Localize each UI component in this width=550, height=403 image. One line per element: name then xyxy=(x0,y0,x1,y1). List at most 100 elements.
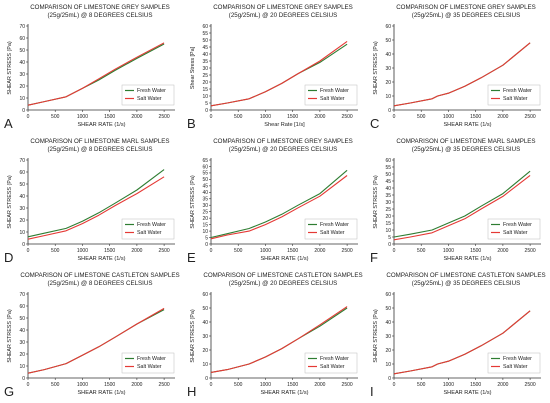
chart-title: COMPARISON OF LIMESTONE GREY SAMPLES xyxy=(30,4,170,11)
y-tick-label: 0 xyxy=(388,376,391,382)
x-tick-label: 1500 xyxy=(104,114,115,120)
series-line-fresh-water xyxy=(393,170,531,238)
x-tick-label: 2500 xyxy=(159,248,170,254)
chart-panel-b: COMPARISON OF LIMESTONE GREY SAMPLES(25g… xyxy=(187,4,358,131)
y-axis-label: SHEAR STRESS (Pa) xyxy=(7,175,13,229)
y-tick-label: 20 xyxy=(19,218,25,224)
x-tick-label: 1500 xyxy=(470,382,481,388)
y-tick-label: 60 xyxy=(385,158,391,164)
series-line-salt-water xyxy=(393,310,531,375)
y-axis-label: SHEAR STRESS (Pa) xyxy=(373,41,379,95)
y-tick-label: 10 xyxy=(19,96,25,102)
legend-box xyxy=(304,352,358,374)
y-tick-label: 45 xyxy=(202,184,208,190)
x-tick-label: 2000 xyxy=(131,248,142,254)
y-tick-label: 40 xyxy=(19,194,25,200)
x-tick-label: 1000 xyxy=(443,382,454,388)
y-tick-label: 55 xyxy=(202,31,208,37)
y-tick-label: 60 xyxy=(385,292,391,298)
x-tick-label: 500 xyxy=(51,248,60,254)
x-tick-label: 1000 xyxy=(260,248,271,254)
chart-title: COMPARISON OF LIMESTONE MARL SAMPLES xyxy=(396,138,535,145)
x-axis-label: SHEAR RATE (1/s) xyxy=(77,390,125,396)
series-line-salt-water xyxy=(210,40,348,107)
y-tick-label: 35 xyxy=(385,193,391,199)
x-tick-label: 2500 xyxy=(342,382,353,388)
x-tick-label: 2500 xyxy=(525,248,536,254)
y-tick-label: 55 xyxy=(385,165,391,171)
y-tick-label: 0 xyxy=(22,376,25,382)
chart-title: COMPARISON OF LIMESTONE GREY SAMPLES xyxy=(213,138,353,145)
x-tick-label: 500 xyxy=(234,382,243,388)
x-tick-label: 500 xyxy=(417,114,426,120)
y-tick-label: 10 xyxy=(202,229,208,235)
legend-box xyxy=(487,84,541,106)
legend-label: Salt Water xyxy=(320,364,345,370)
y-tick-label: 30 xyxy=(202,334,208,340)
legend-box xyxy=(121,84,175,106)
series-line-fresh-water xyxy=(210,169,348,239)
y-tick-label: 20 xyxy=(19,352,25,358)
y-tick-label: 20 xyxy=(202,80,208,86)
y-tick-label: 15 xyxy=(202,87,208,93)
legend-label: Fresh Water xyxy=(503,356,532,362)
legend-box xyxy=(121,352,175,374)
x-tick-label: 2500 xyxy=(525,382,536,388)
legend-box xyxy=(304,84,358,106)
y-axis-label: Shear Stress [Pa] xyxy=(190,46,196,89)
y-tick-label: 5 xyxy=(205,101,208,107)
panel-label: F xyxy=(370,250,378,265)
y-tick-label: 0 xyxy=(22,242,25,248)
x-tick-label: 0 xyxy=(393,382,396,388)
y-tick-label: 0 xyxy=(388,242,391,248)
y-tick-label: 20 xyxy=(19,84,25,90)
y-tick-label: 30 xyxy=(385,66,391,72)
y-tick-label: 70 xyxy=(19,24,25,30)
x-tick-label: 1500 xyxy=(287,248,298,254)
x-tick-label: 1500 xyxy=(470,248,481,254)
legend-box xyxy=(304,218,358,240)
x-tick-label: 2000 xyxy=(314,382,325,388)
chart-panel-d: COMPARISON OF LIMESTONE MARL SAMPLES(25g… xyxy=(4,138,175,265)
y-tick-label: 10 xyxy=(202,362,208,368)
y-tick-label: 55 xyxy=(202,171,208,177)
x-tick-label: 0 xyxy=(27,248,30,254)
series-line-salt-water xyxy=(27,176,165,240)
y-tick-label: 45 xyxy=(385,179,391,185)
y-tick-label: 30 xyxy=(202,203,208,209)
chart-title: COMPARISON OF LIMESTONE CASTLETON SAMPLE… xyxy=(203,272,362,279)
series-line-salt-water xyxy=(27,42,165,106)
y-tick-label: 0 xyxy=(388,108,391,114)
x-tick-label: 2500 xyxy=(159,114,170,120)
y-tick-label: 15 xyxy=(385,221,391,227)
x-axis-label: SHEAR RATE (1/s) xyxy=(443,122,491,128)
chart-subtitle: (25g/25mL) @ 20 DEGREES CELSIUS xyxy=(229,280,337,287)
x-tick-label: 500 xyxy=(234,248,243,254)
x-axis-label: SHEAR RATE (1/s) xyxy=(260,390,308,396)
series-line-salt-water xyxy=(210,306,348,373)
x-axis-label: Shear Rate [1/s] xyxy=(264,122,305,128)
y-tick-label: 65 xyxy=(202,158,208,164)
chart-subtitle: (25g/25mL) @ 35 DEGREES CELSIUS xyxy=(412,12,520,19)
series-line-salt-water xyxy=(393,42,531,107)
x-tick-label: 1000 xyxy=(443,248,454,254)
legend-box xyxy=(487,218,541,240)
legend-label: Fresh Water xyxy=(137,356,166,362)
legend-label: Fresh Water xyxy=(320,222,349,228)
y-tick-label: 30 xyxy=(19,206,25,212)
x-tick-label: 2500 xyxy=(525,114,536,120)
series-line-salt-water xyxy=(27,307,165,374)
y-tick-label: 10 xyxy=(19,230,25,236)
x-tick-label: 1000 xyxy=(260,114,271,120)
x-tick-label: 2000 xyxy=(314,248,325,254)
chart-panel-c: COMPARISON OF LIMESTONE GREY SAMPLES(25g… xyxy=(370,4,541,131)
y-tick-label: 10 xyxy=(385,94,391,100)
chart-panel-f: COMPARISON OF LIMESTONE MARL SAMPLES(25g… xyxy=(370,138,541,265)
y-tick-label: 35 xyxy=(202,197,208,203)
series-line-salt-water xyxy=(393,174,531,241)
y-tick-label: 50 xyxy=(385,38,391,44)
chart-subtitle: (25g/25mL) @ 35 DEGREES CELSIUS xyxy=(412,146,520,153)
x-tick-label: 0 xyxy=(393,248,396,254)
chart-title: COMPARISON OF LIMESTONE GREY SAMPLES xyxy=(213,4,353,11)
legend-label: Fresh Water xyxy=(137,222,166,228)
